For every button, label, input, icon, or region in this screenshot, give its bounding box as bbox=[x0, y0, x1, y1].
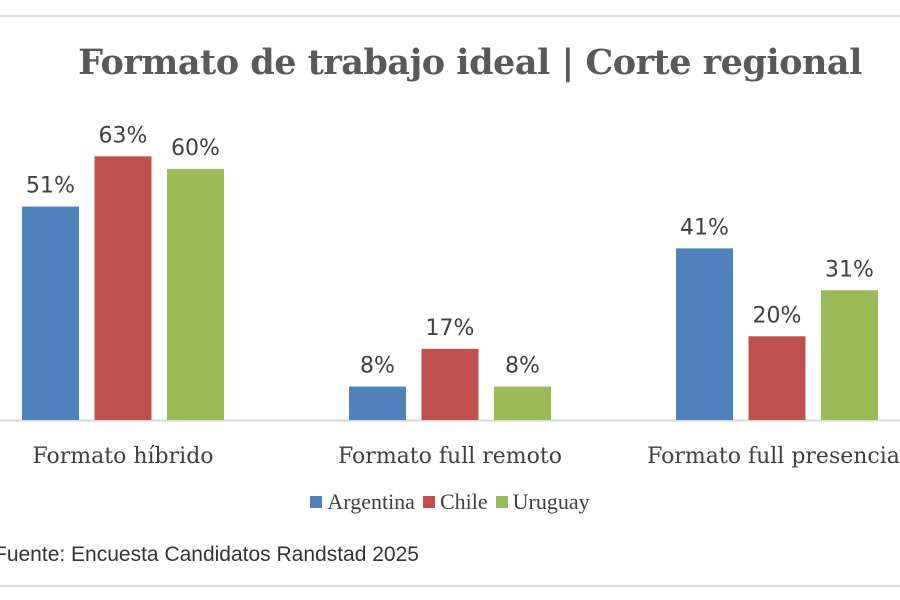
bar-uruguay-2 bbox=[494, 386, 551, 420]
bar-chile-1 bbox=[94, 156, 152, 420]
data-label: 31% bbox=[825, 257, 874, 282]
bottom-border bbox=[0, 585, 900, 587]
category-label: Formato full remoto bbox=[338, 444, 562, 469]
legend-label: Uruguay bbox=[512, 489, 590, 514]
legend-item-argentina: Argentina bbox=[310, 489, 415, 515]
legend-item-chile: Chile bbox=[422, 489, 488, 515]
bar-chile-2 bbox=[421, 348, 479, 420]
legend-item-uruguay: Uruguay bbox=[495, 489, 590, 515]
bar-argentina-3 bbox=[676, 248, 733, 420]
data-label: 51% bbox=[26, 174, 75, 199]
data-label: 20% bbox=[753, 303, 802, 328]
legend-swatch bbox=[495, 496, 508, 508]
category-label: Formato híbrido bbox=[32, 444, 213, 469]
legend: Argentina Chile Uruguay bbox=[0, 488, 900, 515]
legend-label: Argentina bbox=[327, 489, 415, 514]
data-label: 17% bbox=[426, 316, 475, 341]
data-label: 41% bbox=[680, 215, 729, 240]
bar-chile-3 bbox=[748, 336, 806, 420]
bar-uruguay-3 bbox=[821, 290, 878, 420]
bar-argentina-2 bbox=[349, 386, 406, 420]
bar-uruguay-1 bbox=[167, 168, 224, 420]
category-label: Formato full presencial bbox=[647, 444, 900, 469]
chart-title: Formato de trabajo ideal | Corte regiona… bbox=[78, 42, 862, 83]
bar-argentina-1 bbox=[22, 206, 79, 420]
legend-label: Chile bbox=[439, 489, 488, 514]
legend-swatch bbox=[310, 496, 323, 508]
source-note: Fuente: Encuesta Candidatos Randstad 202… bbox=[0, 543, 419, 566]
top-border bbox=[0, 15, 900, 17]
data-label: 8% bbox=[505, 354, 540, 379]
data-label: 60% bbox=[171, 136, 220, 161]
legend-swatch bbox=[422, 496, 435, 508]
data-label: 8% bbox=[360, 354, 395, 379]
data-label: 63% bbox=[99, 123, 148, 148]
